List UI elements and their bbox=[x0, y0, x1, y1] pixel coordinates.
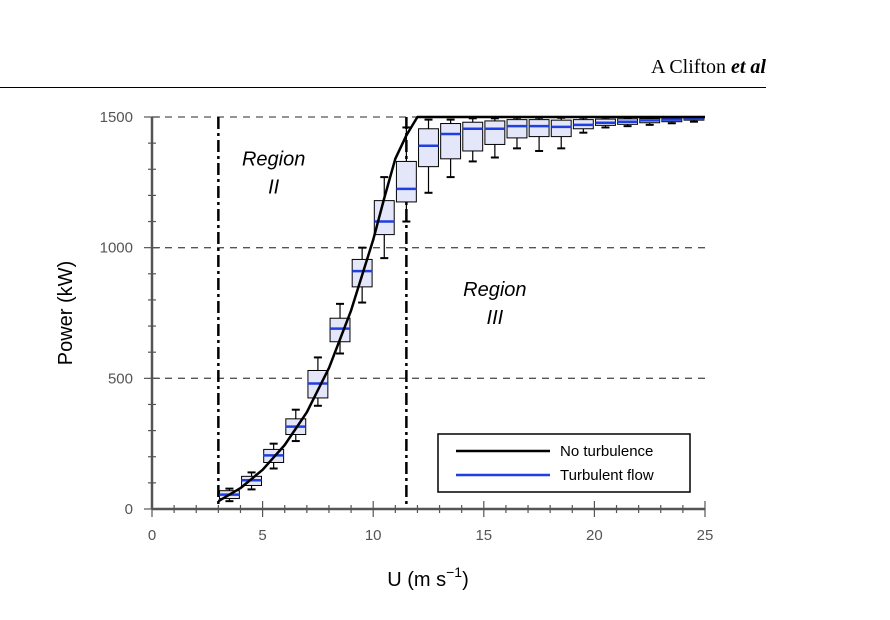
y-tick-label: 0 bbox=[125, 501, 133, 518]
box-11 bbox=[462, 117, 484, 163]
x-axis-title-sup: −1 bbox=[446, 564, 462, 580]
box-9 bbox=[418, 118, 439, 194]
box-17 bbox=[595, 116, 616, 129]
box-5 bbox=[329, 302, 351, 355]
box-body bbox=[528, 119, 550, 138]
box-16 bbox=[572, 116, 594, 134]
box-15 bbox=[550, 116, 572, 150]
legend-label: Turbulent flow bbox=[560, 467, 654, 484]
box-body bbox=[462, 121, 484, 152]
box-8 bbox=[395, 126, 417, 223]
box-body bbox=[484, 120, 506, 145]
x-axis-title-end: ) bbox=[462, 569, 469, 591]
y-tick-label: 1000 bbox=[100, 240, 133, 257]
x-tick-label: 5 bbox=[258, 527, 266, 544]
region-label-line2: III bbox=[487, 307, 504, 329]
box-13 bbox=[506, 116, 528, 150]
header-author: A Clifton et al bbox=[651, 56, 766, 79]
region-label-line1: Region bbox=[463, 279, 526, 301]
legend-box bbox=[437, 433, 691, 493]
box-body bbox=[418, 128, 439, 168]
box-1 bbox=[241, 471, 262, 491]
x-axis-title-base: U (m s bbox=[387, 569, 446, 591]
region-label-line2: II bbox=[268, 176, 280, 198]
box-14 bbox=[528, 116, 550, 152]
region-label-line1: Region bbox=[242, 148, 305, 170]
x-tick-label: 25 bbox=[697, 527, 714, 544]
box-body bbox=[550, 119, 572, 138]
y-axis-title: Power (kW) bbox=[55, 261, 77, 365]
x-tick-label: 0 bbox=[148, 527, 156, 544]
box-4 bbox=[307, 356, 329, 407]
header-rule bbox=[0, 87, 766, 88]
box-12 bbox=[484, 117, 506, 159]
y-tick-label: 1500 bbox=[100, 109, 133, 126]
box-body bbox=[373, 200, 395, 236]
region-boundaries bbox=[217, 117, 408, 509]
box-body bbox=[440, 123, 462, 160]
box-body bbox=[395, 160, 417, 203]
tick-labels: 0 5 10 15 20 25 0 500 1000 1500 bbox=[100, 109, 714, 544]
legend-label: No turbulence bbox=[560, 443, 653, 460]
box-19 bbox=[639, 116, 661, 126]
x-tick-label: 15 bbox=[475, 527, 492, 544]
x-tick-label: 10 bbox=[365, 527, 382, 544]
header-author-name: A Clifton bbox=[650, 56, 731, 78]
box-10 bbox=[440, 118, 462, 179]
x-tick-label: 20 bbox=[586, 527, 603, 544]
region-labels: Region II Region III bbox=[242, 148, 527, 329]
y-tick-label: 500 bbox=[108, 370, 133, 387]
no-turbulence-line bbox=[217, 115, 705, 503]
box-body bbox=[506, 119, 528, 139]
box-3 bbox=[285, 408, 307, 443]
box-7 bbox=[373, 176, 395, 260]
no-turbulence-line-layer bbox=[217, 115, 705, 503]
header-author-etal: et al bbox=[731, 56, 766, 78]
x-axis-title: U (m s−1) bbox=[387, 564, 469, 591]
legend: No turbulence Turbulent flow bbox=[437, 433, 691, 493]
axes bbox=[144, 116, 706, 517]
box-18 bbox=[617, 116, 639, 128]
